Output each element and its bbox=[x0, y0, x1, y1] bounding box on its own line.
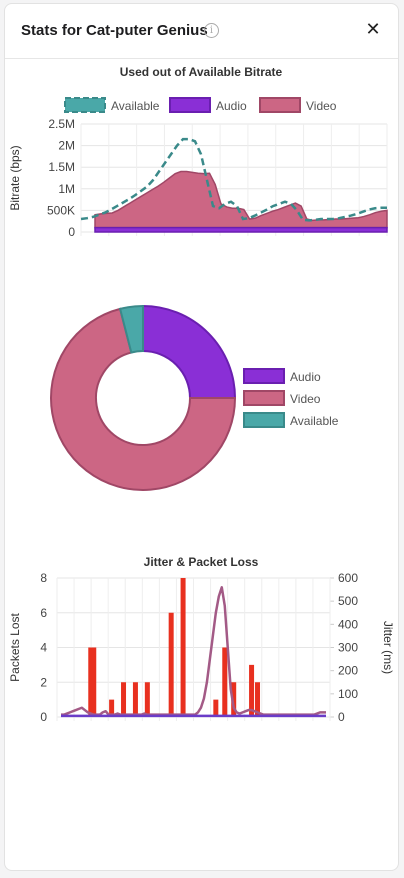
bar-packets-lost bbox=[132, 682, 138, 717]
legend-label: Video bbox=[306, 99, 337, 113]
stats-panel: Stats for Cat-puter Genius i ✕ Used out … bbox=[4, 3, 399, 871]
series-available-line bbox=[80, 137, 387, 222]
y-tick-label: 6 bbox=[40, 606, 47, 620]
chart-title: Jitter & Packet Loss bbox=[144, 555, 259, 569]
bar-packets-lost bbox=[249, 664, 255, 717]
y-tick-label: 1.5M bbox=[48, 160, 75, 174]
legend-swatch bbox=[243, 412, 285, 428]
legend-swatch bbox=[243, 390, 285, 406]
pie-slice-available bbox=[118, 304, 144, 354]
bar-packets-lost bbox=[222, 647, 228, 717]
bar-packets-lost bbox=[88, 647, 94, 717]
bar-packets-lost bbox=[91, 647, 97, 717]
y2-tick-label: 400 bbox=[338, 617, 358, 631]
y-tick-label: 2M bbox=[58, 139, 75, 153]
legend-label: Video bbox=[290, 392, 321, 406]
y-tick-label: 500K bbox=[47, 203, 75, 217]
y-tick-label: 2.5M bbox=[48, 117, 75, 131]
y-axis-label: Bitrate (bps) bbox=[8, 145, 22, 210]
y-tick-label: 8 bbox=[40, 571, 47, 585]
bar-packets-lost bbox=[231, 682, 237, 717]
legend-label: Available bbox=[111, 99, 160, 113]
y-axis-label: Packets Lost bbox=[8, 612, 22, 681]
y-tick-label: 0 bbox=[68, 225, 75, 239]
y2-tick-label: 100 bbox=[338, 687, 358, 701]
y2-tick-label: 300 bbox=[338, 641, 358, 655]
bar-packets-lost bbox=[121, 682, 127, 717]
jitter-packet-loss-chart: Jitter & Packet Loss 0 2 4 6 8 0 100 200 300 400 50… bbox=[8, 555, 395, 724]
y2-tick-label: 600 bbox=[338, 571, 358, 585]
bar-packets-lost bbox=[168, 612, 174, 717]
bar-packets-lost bbox=[255, 682, 261, 717]
pie-slice-audio bbox=[142, 304, 237, 399]
bar-packets-lost bbox=[109, 699, 115, 717]
close-icon[interactable]: ✕ bbox=[365, 19, 381, 39]
series-video-area bbox=[94, 170, 388, 229]
legend-label: Audio bbox=[290, 370, 321, 384]
legend-label: Audio bbox=[216, 99, 247, 113]
page-title: Stats for Cat-puter Genius bbox=[21, 22, 208, 39]
donut-chart: Audio Video Available bbox=[50, 304, 339, 491]
legend-swatch bbox=[169, 97, 211, 113]
bar-packets-lost bbox=[180, 578, 186, 717]
y-tick-label: 2 bbox=[40, 675, 47, 689]
bar-packets-lost bbox=[144, 682, 150, 717]
legend-swatch bbox=[243, 368, 285, 384]
legend-swatch bbox=[259, 97, 301, 113]
legend-label: Available bbox=[290, 414, 339, 428]
y2-tick-label: 200 bbox=[338, 664, 358, 678]
panel-header: Stats for Cat-puter Genius i ✕ bbox=[5, 4, 398, 59]
y-tick-label: 0 bbox=[40, 710, 47, 724]
bitrate-chart: Used out of Available Bitrate Available Au… bbox=[8, 65, 388, 239]
y2-axis-label: Jitter (ms) bbox=[381, 621, 395, 674]
chart-title: Used out of Available Bitrate bbox=[120, 65, 283, 79]
pie-slice-video bbox=[50, 307, 237, 491]
y2-tick-label: 0 bbox=[338, 710, 345, 724]
y2-tick-label: 500 bbox=[338, 594, 358, 608]
y-tick-label: 4 bbox=[40, 641, 47, 655]
info-icon[interactable]: i bbox=[204, 23, 219, 38]
legend-swatch bbox=[64, 97, 106, 113]
series-audio-area bbox=[94, 226, 388, 233]
y-tick-label: 1M bbox=[58, 182, 75, 196]
bar-packets-lost bbox=[213, 699, 219, 717]
